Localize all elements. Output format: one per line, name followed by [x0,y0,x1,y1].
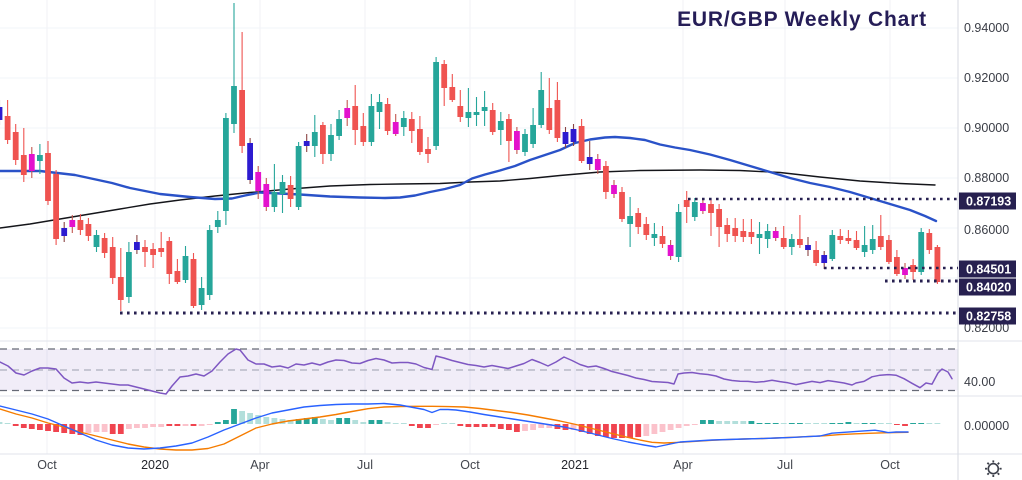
svg-text:0.92000: 0.92000 [964,71,1009,85]
svg-text:0.86000: 0.86000 [964,223,1009,237]
svg-text:Oct: Oct [880,458,900,472]
svg-text:2020: 2020 [141,458,169,472]
svg-text:Apr: Apr [673,458,692,472]
svg-text:0.87193: 0.87193 [966,195,1011,209]
svg-text:0.82758: 0.82758 [966,310,1011,324]
svg-text:0.84501: 0.84501 [966,263,1011,277]
svg-text:2021: 2021 [561,458,589,472]
svg-text:Jul: Jul [777,458,793,472]
svg-text:Jul: Jul [357,458,373,472]
svg-text:40.00: 40.00 [964,375,995,389]
svg-text:0.00000: 0.00000 [964,419,1009,433]
svg-text:0.94000: 0.94000 [964,21,1009,35]
svg-text:Oct: Oct [460,458,480,472]
svg-text:Apr: Apr [250,458,269,472]
svg-text:EUR/GBP Weekly Chart: EUR/GBP Weekly Chart [677,8,927,31]
svg-text:0.84020: 0.84020 [966,281,1011,295]
svg-text:Oct: Oct [37,458,57,472]
svg-text:0.90000: 0.90000 [964,121,1009,135]
svg-text:0.88000: 0.88000 [964,171,1009,185]
